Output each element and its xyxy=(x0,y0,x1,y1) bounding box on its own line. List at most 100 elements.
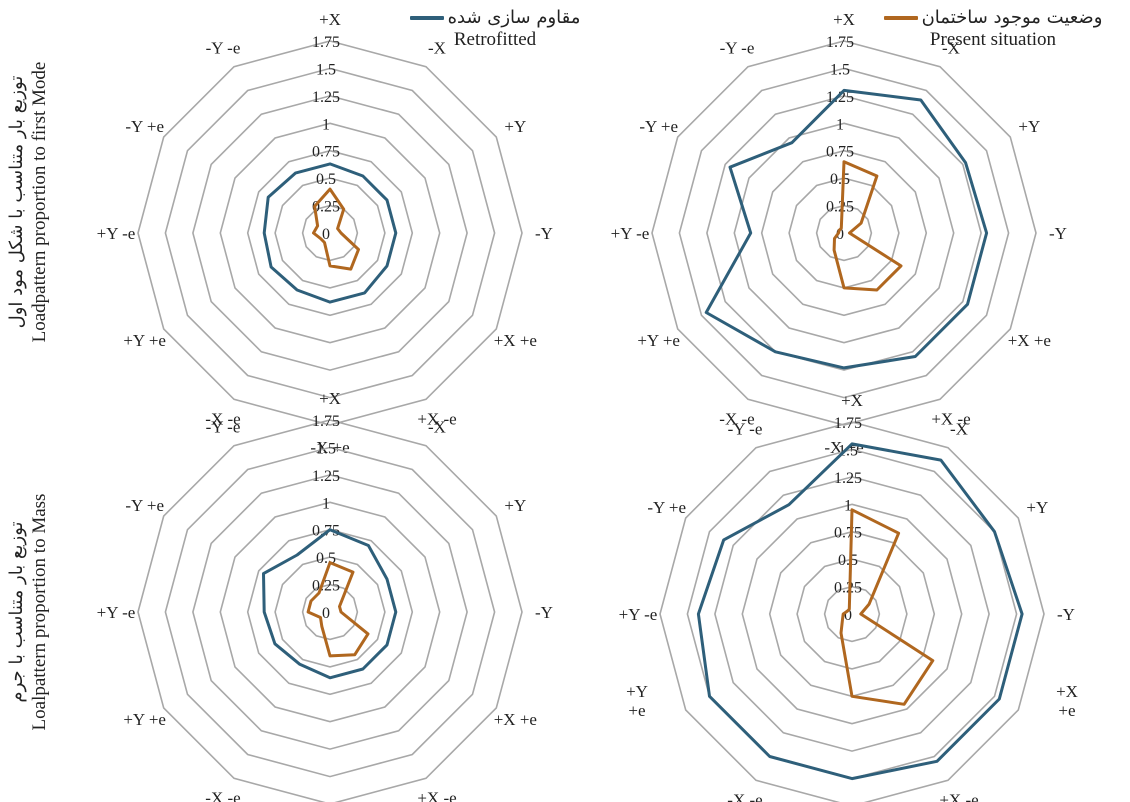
tick-label: 1 xyxy=(844,497,852,514)
category-label: -X xyxy=(950,420,968,439)
tick-label: 0.5 xyxy=(830,171,850,188)
series-line-present-situation xyxy=(306,561,370,658)
series-line-present-situation xyxy=(832,160,903,292)
category-label: +X xyxy=(841,391,863,410)
row-label-mass: توزیع بار متناسب با جرم Loalpattern prop… xyxy=(5,442,65,782)
tick-label: 0.5 xyxy=(838,552,858,569)
tick-label: 0 xyxy=(836,226,844,243)
category-label: +X xyxy=(319,389,341,408)
legend-retrofitted-fa: مقاوم سازی شده xyxy=(447,7,581,28)
tick-label: 1.5 xyxy=(838,442,858,459)
legend-retrofitted-swatch xyxy=(409,16,444,21)
grid-ring xyxy=(219,122,441,344)
series-line-retrofitted xyxy=(696,442,1024,781)
tick-label: 0.5 xyxy=(316,171,336,188)
tick-label: 0 xyxy=(322,605,330,622)
tick-label: 0.75 xyxy=(312,144,340,161)
category-label: +X +e xyxy=(494,331,537,350)
category-label: -X -e xyxy=(205,409,240,428)
category-label: +X xyxy=(833,10,855,29)
grid-ring xyxy=(651,40,1037,426)
category-label: +Y -e xyxy=(611,224,650,243)
category-label: +Y xyxy=(626,682,648,701)
category-label: -Y -e xyxy=(206,418,241,437)
category-label: -X xyxy=(428,418,446,437)
grid-ring xyxy=(164,67,496,399)
grid-ring xyxy=(714,476,990,752)
series-line-present-situation xyxy=(839,508,935,706)
tick-label: 0 xyxy=(844,607,852,624)
legend-present-fa: وضعیت موجود ساختمان xyxy=(921,7,1103,28)
tick-label: 0.25 xyxy=(834,580,862,597)
category-label: -X -e xyxy=(719,409,754,428)
category-label: +Y +e xyxy=(637,331,680,350)
tick-label: 1.5 xyxy=(316,61,336,78)
grid-ring xyxy=(678,67,1010,399)
legend-present-swatch xyxy=(883,16,918,21)
category-label: +X -e xyxy=(939,790,978,802)
row-label-mode-en: Loadpattern proportion to first Mode xyxy=(29,61,51,343)
grid-ring xyxy=(246,149,414,317)
category-label: -Y -e xyxy=(728,420,763,439)
grid-ring xyxy=(137,419,523,802)
category-label: +Y xyxy=(504,496,526,515)
category-label: -Y -e xyxy=(720,39,755,58)
grid-ring xyxy=(301,583,359,641)
grid-ring xyxy=(796,558,908,670)
tick-label: 1.25 xyxy=(834,470,862,487)
tick-label: 1.5 xyxy=(316,440,336,457)
series-line-present-situation xyxy=(312,187,360,271)
grid-ring xyxy=(274,556,386,668)
tick-label: 1 xyxy=(836,116,844,133)
tick-label: 0.25 xyxy=(312,578,340,595)
category-label: +e xyxy=(628,701,645,720)
grid-ring xyxy=(192,474,468,750)
grid-ring xyxy=(815,204,873,262)
category-label: +Y xyxy=(504,117,526,136)
category-label: +X -e xyxy=(417,409,456,428)
legend-present-en: Present situation xyxy=(929,28,1057,50)
row-label-mode-fa: توزیع بار متناسب با شکل مود اول xyxy=(6,75,27,329)
category-label: -X xyxy=(428,39,446,58)
category-label: -X -e xyxy=(205,788,240,802)
tick-label: 0.75 xyxy=(834,525,862,542)
tick-label: 0.75 xyxy=(826,144,854,161)
category-label: -Y xyxy=(1049,224,1067,243)
grid-ring xyxy=(192,95,468,371)
category-label: -Y +e xyxy=(125,496,164,515)
category-label: -Y +e xyxy=(647,498,686,517)
grid-ring xyxy=(659,421,1045,802)
category-label: -X xyxy=(942,39,960,58)
category-label: +X -e xyxy=(931,409,970,428)
tick-label: 1.25 xyxy=(312,89,340,106)
category-label: -Y +e xyxy=(639,117,678,136)
legend-present: وضعیت موجود ساختمان Present situation xyxy=(868,7,1118,51)
tick-label: 0.25 xyxy=(826,199,854,216)
tick-label: 1.75 xyxy=(826,34,854,51)
grid-ring xyxy=(246,528,414,696)
tick-label: 1 xyxy=(322,495,330,512)
category-label: -Y xyxy=(535,603,553,622)
tick-label: 1.5 xyxy=(830,61,850,78)
category-label: -X -e xyxy=(727,790,762,802)
legend-retrofitted: مقاوم سازی شده Retrofitted xyxy=(385,7,605,51)
category-label: +Y -e xyxy=(619,605,658,624)
tick-label: 1.75 xyxy=(834,415,862,432)
category-label: +X +e xyxy=(1008,331,1051,350)
tick-label: 1 xyxy=(322,116,330,133)
tick-label: 0 xyxy=(322,226,330,243)
tick-label: 1.75 xyxy=(312,413,340,430)
tick-label: 1.75 xyxy=(312,34,340,51)
category-label: -Y xyxy=(1057,605,1075,624)
row-label-mode: توزیع بار متناسب با شکل مود اول Loadpatt… xyxy=(5,12,65,392)
grid-ring xyxy=(219,501,441,723)
series-line-retrofitted xyxy=(262,528,398,680)
category-label: +Y xyxy=(1018,117,1040,136)
grid-ring xyxy=(274,177,386,289)
